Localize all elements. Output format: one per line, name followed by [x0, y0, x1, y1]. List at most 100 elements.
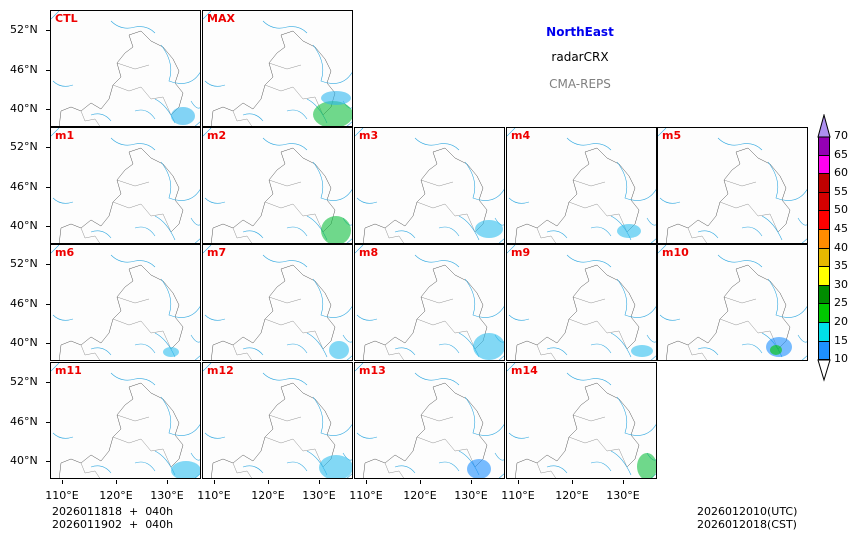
lat-tick-label: 40°N [10, 336, 38, 349]
panel-label: m7 [207, 246, 227, 259]
tick-mark [46, 461, 50, 462]
lat-tick-label: 52°N [10, 375, 38, 388]
lat-tick-label: 52°N [10, 257, 38, 270]
title-region: NorthEast [546, 25, 614, 39]
colorbar-label: 70 [834, 129, 848, 142]
lat-tick-label: 46°N [10, 297, 38, 310]
lat-tick-label: 52°N [10, 23, 38, 36]
colorbar-label: 10 [834, 352, 848, 366]
panel-label: m1 [55, 129, 75, 142]
tick-mark [319, 480, 320, 484]
lon-tick-label: 120°E [403, 489, 437, 502]
map-panel-m1: m1 [50, 127, 201, 244]
basemap [51, 245, 200, 360]
map-panel-m10: m10 [657, 244, 808, 361]
lat-tick-label: 40°N [10, 454, 38, 467]
basemap [203, 363, 352, 478]
lon-tick-label: 110°E [349, 489, 383, 502]
colorbar-under-arrow [817, 359, 831, 382]
tick-mark [46, 264, 50, 265]
tick-mark [518, 480, 519, 484]
map-panel-m5: m5 [657, 127, 808, 244]
lat-tick-label: 40°N [10, 219, 38, 232]
tick-mark [623, 480, 624, 484]
basemap [203, 11, 352, 126]
panel-label: CTL [55, 12, 78, 25]
tick-mark [420, 480, 421, 484]
lat-tick-label: 46°N [10, 180, 38, 193]
init-time-2: 2026011902 + 040h [52, 518, 174, 531]
map-panel-m2: m2 [202, 127, 353, 244]
title-variable: radarCRX [551, 50, 609, 64]
lon-tick-label: 130°E [150, 489, 184, 502]
tick-mark [572, 480, 573, 484]
map-panel-m13: m13 [354, 362, 505, 479]
basemap [355, 245, 504, 360]
colorbar-label: 55 [834, 184, 848, 198]
colorbar-label: 25 [834, 296, 848, 310]
lon-tick-label: 110°E [501, 489, 535, 502]
map-panel-m11: m11 [50, 362, 201, 479]
tick-mark [167, 480, 168, 484]
basemap [203, 245, 352, 360]
map-panel-m7: m7 [202, 244, 353, 361]
colorbar-label: 20 [834, 315, 848, 328]
panel-label: m11 [55, 364, 82, 377]
valid-time-utc: 2026012010(UTC) [697, 505, 798, 518]
tick-mark [268, 480, 269, 484]
colorbar-label: 60 [834, 166, 848, 180]
colorbar-label: 65 [834, 147, 848, 161]
colorbar-label: 45 [834, 222, 848, 235]
panel-label: m3 [359, 129, 379, 142]
lat-tick-label: 46°N [10, 415, 38, 428]
basemap [51, 363, 200, 478]
tick-mark [366, 480, 367, 484]
lon-tick-label: 130°E [454, 489, 488, 502]
lon-tick-label: 120°E [251, 489, 285, 502]
map-panel-m12: m12 [202, 362, 353, 479]
basemap [355, 128, 504, 243]
tick-mark [214, 480, 215, 484]
basemap [658, 128, 807, 243]
lon-tick-label: 120°E [99, 489, 133, 502]
lat-tick-label: 40°N [10, 102, 38, 115]
panel-label: m9 [511, 246, 531, 259]
panel-label: m6 [55, 246, 75, 259]
panel-label: m10 [662, 246, 689, 259]
colorbar-label: 15 [834, 333, 848, 347]
map-panel-m3: m3 [354, 127, 505, 244]
panel-label: m2 [207, 129, 227, 142]
tick-mark [116, 480, 117, 484]
lon-tick-label: 130°E [606, 489, 640, 502]
lat-tick-label: 46°N [10, 63, 38, 76]
map-panel-m4: m4 [506, 127, 657, 244]
basemap [507, 128, 656, 243]
panel-label: m5 [662, 129, 682, 142]
tick-mark [46, 30, 50, 31]
tick-mark [62, 480, 63, 484]
lon-tick-label: 120°E [555, 489, 589, 502]
basemap [658, 245, 807, 360]
basemap [51, 11, 200, 126]
panel-label: m12 [207, 364, 234, 377]
colorbar-label: 50 [834, 203, 848, 217]
colorbar-label: 35 [834, 259, 848, 273]
title-model: CMA-REPS [549, 77, 611, 91]
tick-mark [46, 422, 50, 423]
map-panel-max: MAX [202, 10, 353, 127]
tick-mark [46, 109, 50, 110]
panel-label: m14 [511, 364, 538, 377]
lat-tick-label: 52°N [10, 140, 38, 153]
tick-mark [46, 343, 50, 344]
tick-mark [471, 480, 472, 484]
basemap [355, 363, 504, 478]
panel-label: m4 [511, 129, 531, 142]
tick-mark [46, 187, 50, 188]
basemap [203, 128, 352, 243]
tick-mark [46, 226, 50, 227]
lon-tick-label: 130°E [302, 489, 336, 502]
lon-tick-label: 110°E [197, 489, 231, 502]
panel-label: m8 [359, 246, 379, 259]
basemap [507, 245, 656, 360]
colorbar-label: 30 [834, 277, 848, 291]
